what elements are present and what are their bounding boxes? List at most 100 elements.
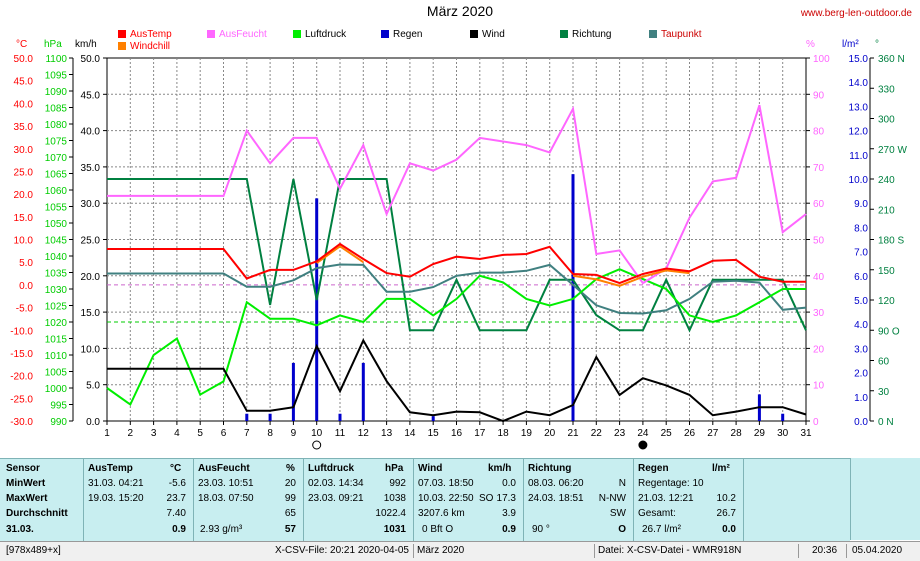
series-line-richtung: [107, 178, 807, 333]
rain-tick-label: 8.0: [854, 223, 868, 234]
wind-beaufort: 0 Bft O: [422, 524, 454, 535]
richtung-heading: Richtung: [528, 463, 572, 474]
x-tick-label: 10: [311, 428, 323, 439]
wind-max-direction: SO: [479, 493, 494, 504]
humidity-unit: %: [806, 39, 815, 50]
austemp-heading: AusTemp: [88, 463, 133, 474]
rain-tick-label: 9.0: [854, 199, 868, 210]
rain-tick-label: 12.0: [849, 127, 869, 138]
rain-tick-label: 10.0: [849, 175, 869, 186]
status-time: 20:36: [812, 545, 838, 556]
legend-label: Luftdruck: [305, 29, 347, 40]
direction-tick-label: 270 W: [878, 145, 907, 156]
pressure-tick-label: 1025: [45, 302, 68, 313]
temp-tick-label: 5.0: [19, 258, 33, 269]
x-tick-label: 6: [221, 428, 227, 439]
humidity-tick-label: 10: [813, 381, 825, 392]
legend-swatch: [207, 30, 215, 38]
temp-tick-label: 15.0: [14, 213, 34, 224]
wind-total-distance: 3207.6 km: [418, 508, 465, 519]
status-divider: [413, 544, 414, 558]
pressure-tick-label: 1045: [45, 236, 68, 247]
x-tick-label: 8: [267, 428, 273, 439]
wind-min: 0.0: [502, 478, 516, 489]
legend-richtung: Richtung: [560, 29, 611, 40]
temp-tick-label: 0.0: [19, 281, 33, 292]
humidity-tick-label: 50: [813, 236, 825, 247]
regen-max: 10.2: [716, 493, 736, 504]
ausfeucht-min: 20: [284, 478, 296, 489]
luftdruck-min-time: 02.03. 14:34: [308, 478, 364, 489]
regen-total: 26.7: [716, 508, 736, 519]
legend-label: Richtung: [572, 29, 612, 40]
regen-heading: Regen: [638, 463, 669, 474]
luftdruck-max: 1038: [383, 493, 406, 504]
x-tick-label: 26: [684, 428, 696, 439]
legend-windchill: Windchill: [118, 41, 170, 52]
luftdruck-heading: Luftdruck: [308, 463, 355, 474]
temp-tick-label: -15.0: [10, 349, 33, 360]
pressure-tick-label: 1040: [45, 252, 68, 263]
series-line-ausfeucht: [107, 104, 807, 285]
rain-bar: [315, 198, 319, 421]
x-tick-label: 20: [544, 428, 556, 439]
ausfeucht-max-time: 18.03. 07:50: [198, 493, 254, 504]
direction-tick-label: 360 N: [878, 54, 905, 65]
legend-swatch: [649, 30, 657, 38]
legend-swatch: [560, 30, 568, 38]
wind-tick-label: 50.0: [81, 54, 101, 65]
wind-tick-label: 25.0: [81, 236, 101, 247]
series-line-taupunkt: [107, 263, 807, 315]
wind-tick-label: 10.0: [81, 344, 101, 355]
legend-wind: Wind: [470, 29, 505, 40]
x-tick-label: 1: [104, 428, 110, 439]
rain-tick-label: 11.0: [849, 151, 868, 162]
wind-max-time: 10.03. 22:50: [418, 493, 474, 504]
pressure-tick-label: 1090: [45, 87, 68, 98]
humidity-tick-label: 60: [813, 199, 825, 210]
series-line-luftdruck: [106, 268, 806, 407]
x-tick-label: 5: [197, 428, 203, 439]
wind-heading: Wind: [418, 463, 443, 474]
temp-tick-label: 30.0: [14, 145, 34, 156]
x-tick-label: 28: [731, 428, 743, 439]
legend-taupunkt: Taupunkt: [649, 29, 702, 40]
pressure-tick-label: 1020: [45, 318, 68, 329]
status-source-file: Datei: X-CSV-Datei - WMR918N: [598, 545, 742, 556]
x-tick-label: 17: [474, 428, 486, 439]
wind-today: 0.9: [502, 524, 516, 535]
wind-avg: 3.9: [502, 508, 516, 519]
humidity-tick-label: 0: [813, 417, 819, 428]
ausfeucht-max: 99: [284, 493, 296, 504]
legend-swatch: [118, 30, 126, 38]
pressure-tick-label: 990: [50, 417, 67, 428]
humidity-tick-label: 30: [813, 308, 825, 319]
humidity-tick-label: 80: [813, 127, 825, 138]
pressure-tick-label: 1000: [45, 384, 68, 395]
website-link[interactable]: www.berg-len-outdoor.de: [800, 8, 912, 19]
x-tick-label: 29: [754, 428, 766, 439]
x-tick-label: 24: [637, 428, 649, 439]
rain-tick-label: 15.0: [849, 54, 869, 65]
rain-bar: [291, 362, 295, 421]
pressure-tick-label: 1035: [45, 269, 68, 280]
direction-tick-label: 300: [878, 115, 895, 126]
rain-tick-label: 13.0: [849, 102, 869, 113]
temp-tick-label: 40.0: [14, 99, 34, 110]
rain-tick-label: 2.0: [854, 369, 868, 380]
row-label-today: 31.03.: [6, 524, 34, 535]
rain-bar: [431, 416, 435, 421]
ausfeucht-heading: AusFeucht: [198, 463, 250, 474]
x-tick-label: 12: [358, 428, 370, 439]
rain-bar: [245, 413, 249, 421]
status-divider: [594, 544, 595, 558]
regen-total-label: Gesamt:: [638, 508, 676, 519]
rain-tick-label: 7.0: [854, 248, 868, 259]
x-tick-label: 21: [567, 428, 579, 439]
x-tick-label: 2: [128, 428, 134, 439]
pressure-tick-label: 995: [50, 401, 67, 412]
regen-max-time: 21.03. 12:21: [638, 493, 694, 504]
x-tick-label: 9: [291, 428, 297, 439]
column-divider: [83, 459, 84, 541]
richtung-max-time: 24.03. 18:51: [528, 493, 584, 504]
